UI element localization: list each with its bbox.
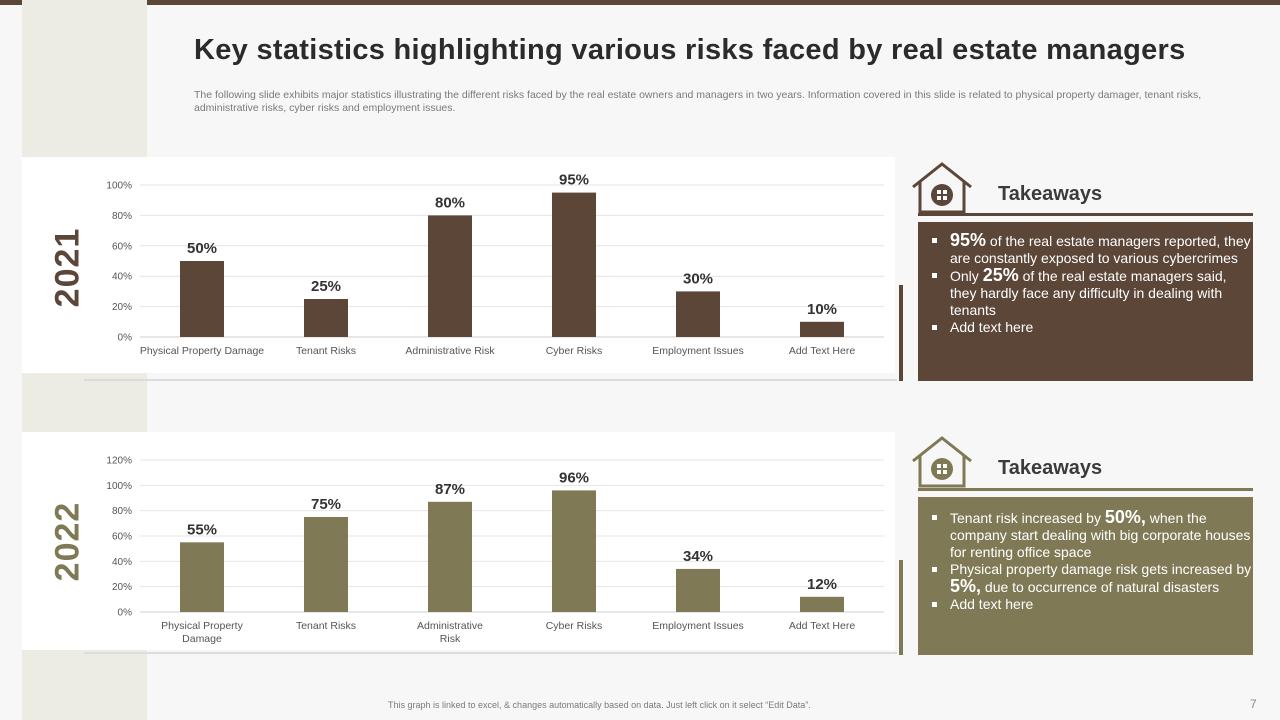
data-label: 96% [559, 469, 589, 486]
x-category-label: Administrative [417, 620, 483, 632]
x-category-label: Add Text Here [789, 345, 856, 357]
x-category-label: Risk [440, 633, 461, 645]
data-label: 95% [559, 172, 589, 189]
bar [676, 568, 720, 612]
takeaways-box-2022: Tenant risk increased by 50%, when the c… [918, 497, 1253, 655]
house-icon [912, 436, 972, 488]
slide-title: Key statistics highlighting various risk… [194, 34, 1186, 66]
y-tick-label: 0% [118, 333, 133, 344]
bar [180, 261, 224, 337]
bar [304, 299, 348, 337]
y-tick-label: 20% [112, 302, 132, 313]
x-category-label: Physical Property Damage [140, 345, 264, 357]
bar [552, 490, 596, 612]
page-number: 7 [1250, 697, 1257, 711]
takeaway-highlight: 50%, [1104, 507, 1146, 527]
bar [676, 291, 720, 337]
data-label: 12% [807, 576, 837, 593]
x-category-label: Employment Issues [652, 345, 744, 357]
data-label: 87% [435, 481, 465, 498]
y-tick-label: 80% [112, 506, 132, 517]
takeaway-item: Add text here [918, 596, 1253, 613]
takeaway-highlight: 95% [950, 230, 987, 250]
bar [304, 517, 348, 612]
panel-divider-2022 [84, 652, 897, 654]
takeaways-heading-2021: Takeaways [998, 183, 1103, 205]
data-label: 30% [683, 270, 713, 287]
y-tick-label: 60% [112, 532, 132, 543]
y-tick-label: 100% [106, 181, 132, 192]
y-tick-label: 100% [106, 481, 132, 492]
data-label: 50% [187, 240, 217, 257]
data-label: 55% [187, 521, 217, 538]
year-label-2022: 2022 [48, 466, 88, 616]
house-icon [912, 162, 972, 214]
takeaways-underline-2021 [918, 213, 1253, 216]
takeaways-box-2021: 95% of the real estate managers reported… [918, 222, 1253, 381]
takeaway-highlight: 25% [982, 265, 1019, 285]
year-text-2021: 2021 [48, 227, 87, 307]
takeaway-item: 95% of the real estate managers reported… [918, 230, 1253, 267]
data-label: 75% [311, 496, 341, 513]
x-category-label: Physical Property [161, 620, 243, 632]
top-accent-bar [0, 0, 1280, 5]
takeaways-side-bar-2021 [899, 285, 903, 381]
y-tick-label: 20% [112, 582, 132, 593]
x-category-label: Employment Issues [652, 620, 744, 632]
x-category-label: Damage [182, 633, 222, 645]
data-label: 80% [435, 194, 465, 211]
footer-note: This graph is linked to excel, & changes… [388, 700, 811, 710]
x-category-label: Tenant Risks [296, 620, 356, 632]
takeaways-underline-2022 [918, 488, 1253, 491]
bar-chart-2021: 0% 20% 40% 60% 80% 100% 50% Physical Property D… [106, 172, 884, 357]
bar [428, 215, 472, 337]
y-tick-label: 120% [106, 456, 132, 467]
year-text-2022: 2022 [48, 501, 87, 581]
y-tick-label: 0% [118, 608, 133, 619]
takeaway-item: Only 25% of the real estate managers sai… [918, 265, 1253, 319]
bar [428, 501, 472, 612]
x-category-label: Tenant Risks [296, 345, 356, 357]
x-category-label: Cyber Risks [546, 345, 603, 357]
slide-subtitle: The following slide exhibits major stati… [194, 89, 1202, 114]
bar [552, 192, 596, 337]
takeaway-highlight: 5%, [950, 576, 982, 596]
takeaways-heading-2022: Takeaways [998, 457, 1103, 479]
takeaway-item: Tenant risk increased by 50%, when the c… [918, 507, 1253, 561]
y-tick-label: 40% [112, 272, 132, 283]
bar [800, 321, 844, 337]
takeaways-side-bar-2022 [899, 560, 903, 655]
panel-divider-2021 [84, 379, 897, 381]
bar [800, 596, 844, 612]
y-tick-label: 80% [112, 211, 132, 222]
data-label: 34% [683, 548, 713, 565]
y-tick-label: 40% [112, 557, 132, 568]
takeaway-item: Physical property damage risk gets incre… [918, 561, 1253, 596]
bar [180, 542, 224, 612]
year-label-2021: 2021 [48, 192, 88, 342]
data-label: 25% [311, 278, 341, 295]
x-category-label: Add Text Here [789, 620, 856, 632]
x-category-label: Administrative Risk [405, 345, 495, 357]
y-tick-label: 60% [112, 241, 132, 252]
data-label: 10% [807, 301, 837, 318]
x-category-label: Cyber Risks [546, 620, 603, 632]
takeaway-item: Add text here [918, 319, 1253, 336]
bar-chart-2022: 0% 20% 40% 60% 80% 100% 120% 55% Physical Proper… [106, 456, 884, 645]
